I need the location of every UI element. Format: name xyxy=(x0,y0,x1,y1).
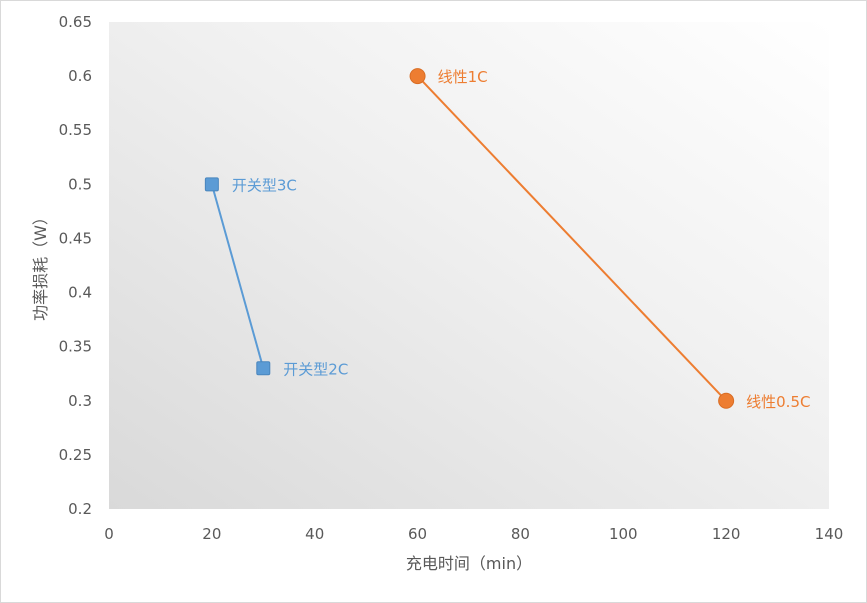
data-point-marker xyxy=(256,361,271,376)
series-line xyxy=(210,184,265,369)
x-tick-label: 140 xyxy=(815,525,844,543)
y-tick-label: 0.55 xyxy=(59,121,92,139)
series-layer: 开关型3C 开关型2C 线性1C 线性0.5C xyxy=(204,68,810,411)
data-point-marker xyxy=(204,177,219,192)
y-axis-title: 功率损耗（W） xyxy=(31,209,50,321)
x-axis-title: 充电时间（min） xyxy=(406,554,532,573)
y-tick-label: 0.65 xyxy=(59,13,92,31)
series-1: 线性1C 线性0.5C xyxy=(409,68,810,411)
series-line xyxy=(416,75,727,402)
y-tick-label: 0.25 xyxy=(59,446,92,464)
data-point-marker xyxy=(409,68,426,85)
data-label: 线性0.5C xyxy=(746,393,810,411)
y-tick-label: 0.6 xyxy=(68,67,92,85)
x-tick-label: 20 xyxy=(202,525,221,543)
y-tick-label: 0.45 xyxy=(59,229,92,247)
data-label: 线性1C xyxy=(438,68,488,86)
x-tick-label: 100 xyxy=(609,525,638,543)
data-point-marker xyxy=(718,392,735,409)
y-tick-label: 0.35 xyxy=(59,338,92,356)
y-tick-label: 0.5 xyxy=(68,175,92,193)
data-label: 开关型3C xyxy=(232,176,297,194)
y-axis-ticks: 0.2 0.25 0.3 0.35 0.4 0.45 0.5 0.55 0.6 0.65 xyxy=(59,13,92,518)
data-label: 开关型2C xyxy=(283,360,348,378)
x-tick-label: 80 xyxy=(511,525,530,543)
y-tick-label: 0.2 xyxy=(68,500,92,518)
x-tick-label: 0 xyxy=(104,525,114,543)
series-0: 开关型3C 开关型2C xyxy=(204,176,348,378)
x-tick-label: 120 xyxy=(712,525,741,543)
y-tick-label: 0.3 xyxy=(68,392,92,410)
x-axis-ticks: 0 20 40 60 80 100 120 140 xyxy=(104,525,843,543)
x-tick-label: 60 xyxy=(408,525,427,543)
x-tick-label: 40 xyxy=(305,525,324,543)
y-tick-label: 0.4 xyxy=(68,284,92,302)
plot-area xyxy=(109,22,829,509)
